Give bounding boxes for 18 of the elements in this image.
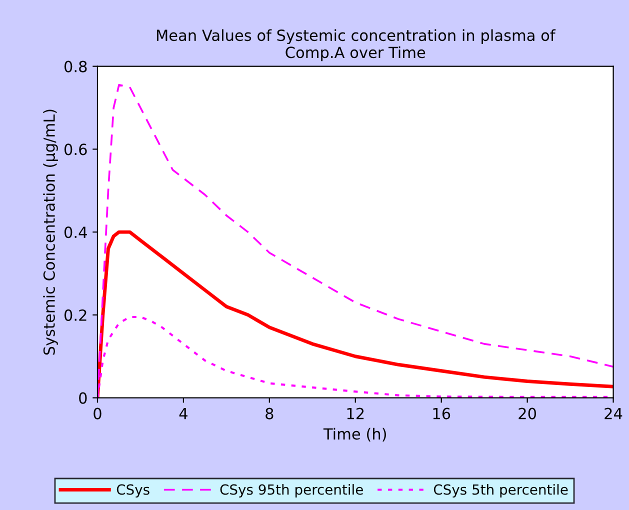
- legend-label: CSys 95th percentile: [220, 484, 363, 498]
- x-tick-label: 20: [518, 408, 536, 420]
- x-tick-label: 24: [604, 408, 622, 420]
- chart-title: Mean Values of Systemic concentration in plasma of Comp.A over Time: [156, 29, 556, 62]
- x-tick-label: 12: [347, 408, 364, 420]
- legend-label: CSys 5th percentile: [434, 484, 568, 498]
- x-axis-title: Time (h): [323, 428, 386, 442]
- y-tick-label: 0.8: [64, 60, 87, 72]
- y-tick-label: 0.6: [64, 144, 87, 156]
- x-tick-label: 8: [266, 408, 274, 420]
- x-tick-label: 0: [94, 408, 102, 420]
- y-axis-title: Systemic Concentration (µg/mL): [43, 110, 58, 355]
- legend-label: CSys: [116, 484, 150, 498]
- x-tick-label: 16: [433, 408, 450, 420]
- y-tick-label: 0.4: [64, 226, 87, 238]
- y-tick-label: 0: [79, 392, 87, 404]
- y-tick-label: 0.2: [64, 309, 86, 321]
- x-tick-label: 4: [179, 408, 188, 420]
